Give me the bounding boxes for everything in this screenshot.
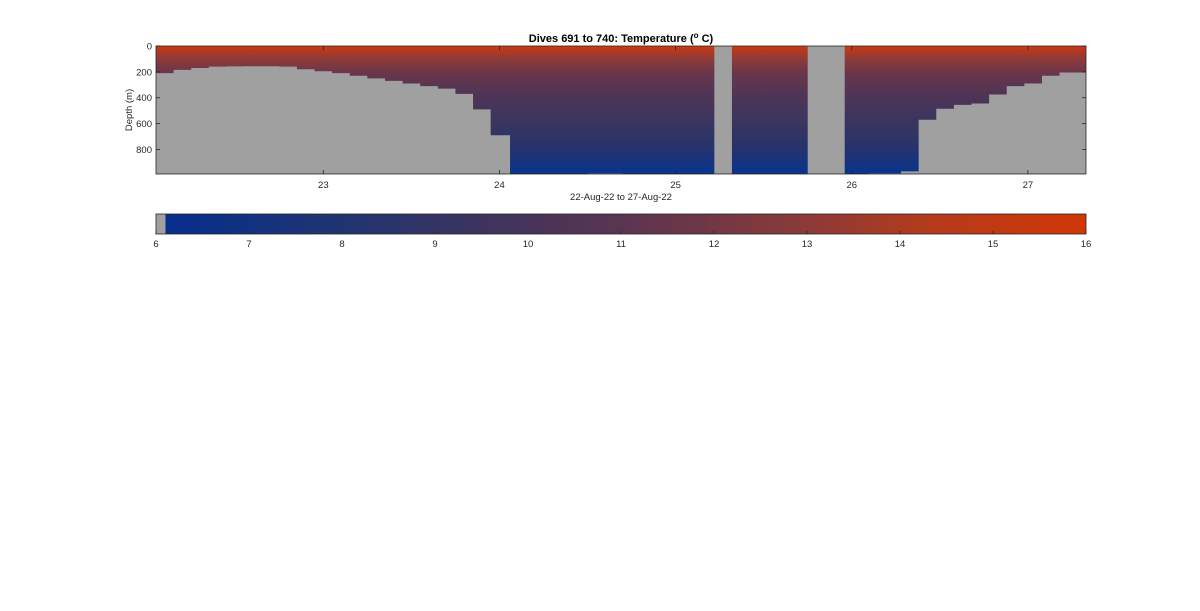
x-tick-label: 25: [670, 180, 681, 191]
colorbar-tick-label: 7: [246, 239, 251, 250]
colorbar-ticks: 6 7 8 9 10 11 12 13 14 15 16: [153, 231, 1091, 250]
colorbar-tick-label: 9: [432, 239, 437, 250]
title-superscript: o: [694, 31, 699, 40]
data-gaps: [714, 46, 845, 174]
x-tick-label: 23: [318, 180, 329, 191]
temperature-plot: 23 24 25 26 27 0 200 400 600 800 Dives 691 to 74…: [124, 31, 1087, 203]
y-tick-label: 600: [136, 119, 152, 130]
data-gap-0: [714, 46, 732, 174]
plot-frame: [155, 45, 1087, 175]
y-tick-label: 0: [147, 42, 152, 53]
y-tick-label: 400: [136, 93, 152, 104]
data-gap-1: [807, 46, 845, 174]
y-axis-label: Depth (m): [124, 89, 135, 131]
x-axis-label: 22-Aug-22 to 27-Aug-22: [570, 192, 672, 203]
colorbar-no-data-swatch: [156, 214, 166, 234]
colorbar-tick-label: 6: [153, 239, 158, 250]
colorbar-gradient: [165, 214, 1086, 234]
colorbar-tick-label: 11: [616, 239, 626, 250]
seafloor-mask: [156, 66, 1086, 174]
colorbar-tick-label: 15: [988, 239, 999, 250]
x-tick-label: 24: [494, 180, 505, 191]
x-tick-label: 26: [846, 180, 857, 191]
x-axis: 23 24 25 26 27: [318, 46, 1033, 191]
y-axis: 0 200 400 600 800: [136, 42, 1086, 156]
colorbar-tick-label: 10: [523, 239, 534, 250]
colorbar: 6 7 8 9 10 11 12 13 14 15 16: [153, 213, 1091, 250]
colorbar-tick-label: 12: [709, 239, 720, 250]
colorbar-tick-label: 8: [339, 239, 344, 250]
colorbar-tick-label: 16: [1081, 239, 1092, 250]
y-tick-label: 800: [136, 145, 152, 156]
y-tick-label: 200: [136, 67, 152, 78]
colorbar-tick-label: 14: [895, 239, 906, 250]
chart-title: Dives 691 to 740: Temperature (o C): [529, 31, 714, 45]
x-tick-label: 27: [1023, 180, 1034, 191]
colorbar-tick-label: 13: [802, 239, 813, 250]
